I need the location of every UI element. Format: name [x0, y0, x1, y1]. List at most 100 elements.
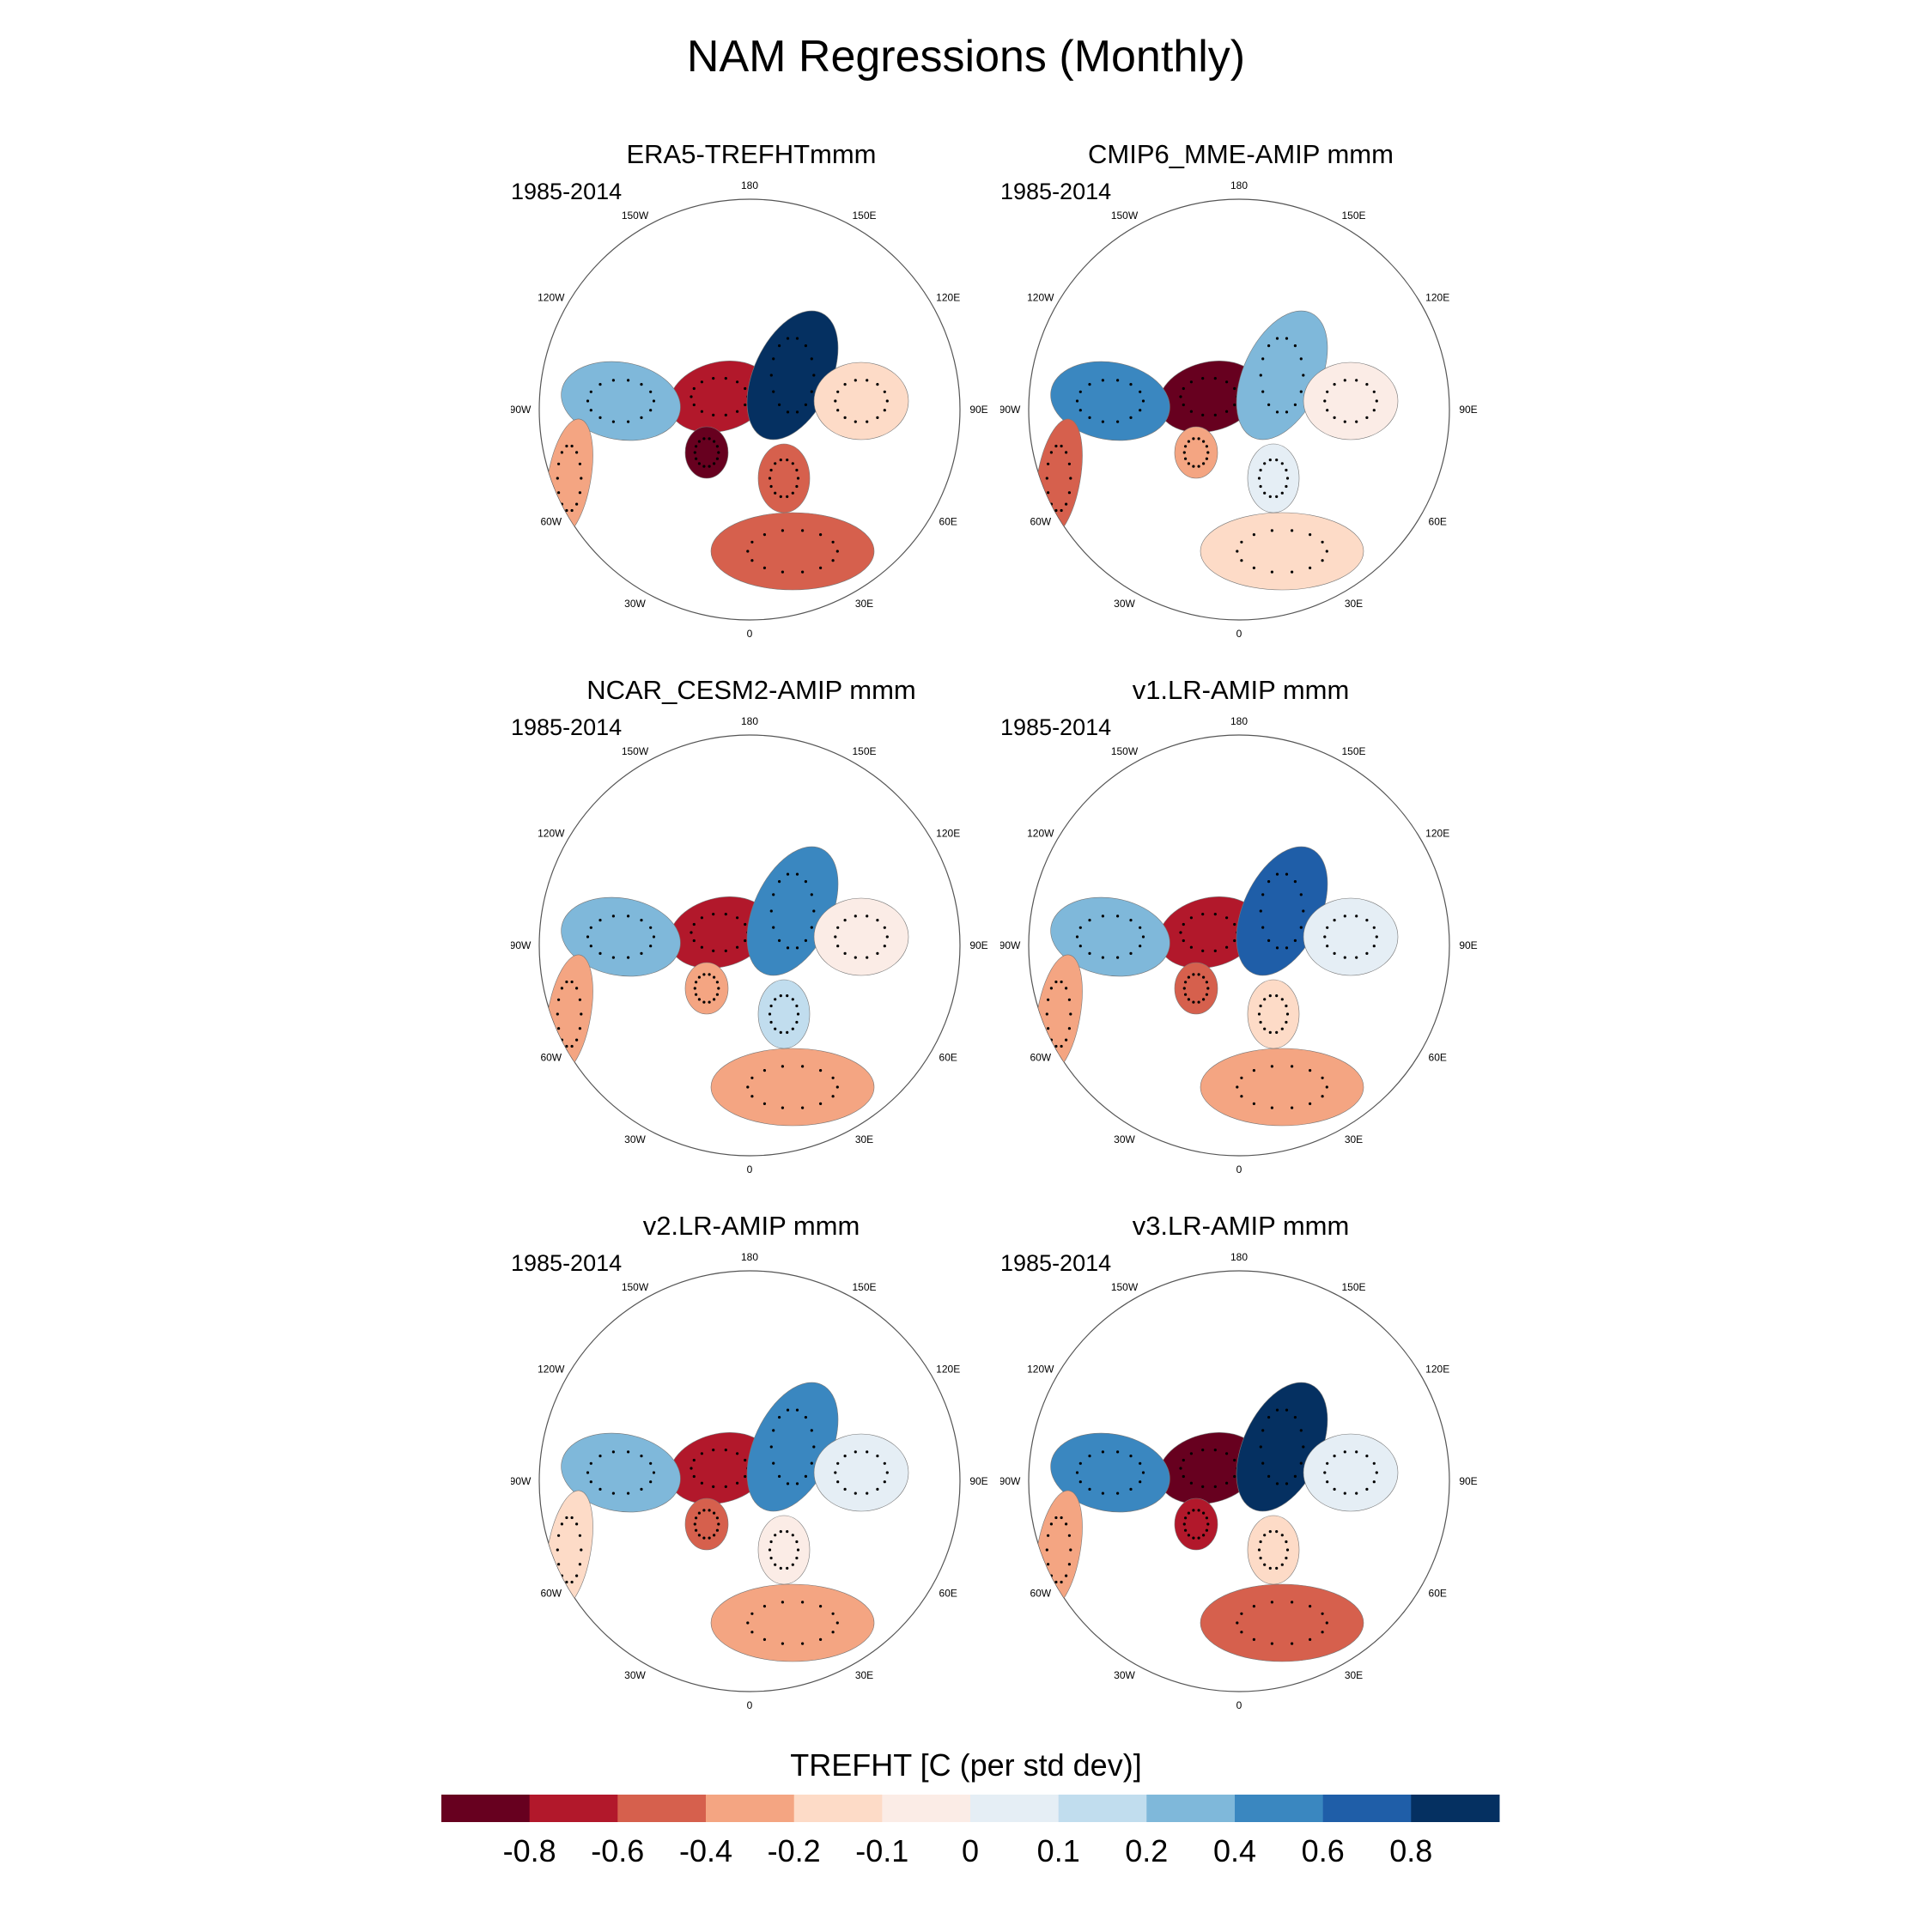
significance-dot [1285, 1540, 1288, 1544]
significance-dot [1189, 410, 1193, 413]
significance-dot [717, 451, 720, 454]
significance-dot [1291, 1106, 1294, 1109]
significance-dot [1285, 1482, 1289, 1485]
colorbar-swatch [617, 1795, 707, 1822]
significance-dot [1139, 390, 1142, 393]
significance-dot [712, 913, 715, 916]
significance-dot [1259, 1540, 1262, 1544]
significance-dot [795, 1020, 799, 1024]
significance-dot [831, 559, 835, 562]
significance-dot [750, 540, 754, 544]
significance-dot [611, 956, 615, 959]
significance-dot [831, 1631, 835, 1634]
significance-dot [781, 1065, 784, 1068]
significance-dot [1275, 495, 1279, 498]
significance-dot [1182, 987, 1186, 990]
significance-dot [1101, 420, 1104, 423]
significance-dot [1060, 980, 1063, 984]
significance-dot [1197, 1509, 1200, 1512]
longitude-label: 120W [538, 828, 565, 840]
significance-dot [627, 914, 630, 918]
significance-dot [746, 1621, 750, 1625]
significance-dot [1141, 935, 1145, 939]
significance-dot [695, 1528, 698, 1532]
polar-map: 180 150E 120E 90E 60E 30E 0 30W 60W 90W 120W 150W [511, 1251, 988, 1711]
significance-dot [700, 380, 703, 384]
significance-dot [779, 495, 782, 498]
significance-dot [1060, 444, 1063, 448]
significance-dot [1184, 1528, 1188, 1532]
significance-dot [1206, 451, 1210, 454]
significance-dot [1233, 939, 1236, 943]
longitude-label: 60E [1429, 516, 1447, 528]
longitude-label: 150E [852, 210, 876, 222]
significance-dot [580, 1548, 583, 1552]
significance-dot [1067, 462, 1071, 465]
anomaly-region [1247, 979, 1300, 1049]
map-panel: v3.LR-AMIP mmm 1985-2014 180 150E 120E 90E 60E… [1000, 1211, 1481, 1726]
significance-dot [1202, 975, 1206, 979]
significance-dot [560, 1522, 563, 1526]
panel-period: 1985-2014 [1000, 1250, 1112, 1276]
significance-dot [819, 1605, 823, 1608]
significance-dot [1309, 566, 1312, 569]
significance-dot [1045, 1548, 1048, 1552]
significance-dot [866, 1492, 869, 1495]
significance-dot [796, 477, 800, 480]
longitude-label: 60W [540, 1052, 562, 1064]
significance-dot [1252, 1605, 1255, 1608]
longitude-label: 0 [1236, 1163, 1242, 1176]
significance-dot [769, 468, 773, 472]
longitude-label: 60W [1030, 1588, 1051, 1600]
significance-dot [695, 445, 698, 448]
significance-dot [724, 377, 727, 380]
longitude-label: 180 [1230, 179, 1248, 191]
significance-dot [1187, 975, 1190, 979]
longitude-label: 30E [1345, 1133, 1363, 1145]
significance-dot [1280, 1534, 1284, 1537]
significance-dot [769, 484, 773, 489]
polar-map: 180 150E 120E 90E 60E 30E 0 30W 60W 90W 120W 150W [1000, 179, 1478, 640]
longitude-label: 150E [1341, 210, 1365, 222]
significance-dot [702, 437, 706, 440]
significance-dot [1372, 926, 1376, 929]
significance-dot [1060, 1580, 1063, 1584]
significance-dot [570, 508, 574, 513]
longitude-label: 150W [622, 1281, 649, 1293]
significance-dot [836, 926, 840, 929]
significance-dot [779, 994, 782, 998]
significance-dot [697, 440, 701, 443]
significance-dot [640, 1487, 643, 1491]
significance-dot [695, 981, 698, 984]
significance-dot [762, 1102, 766, 1105]
significance-dot [1343, 914, 1346, 918]
panel-title: ERA5-TREFHTmmm [626, 139, 877, 169]
significance-dot [1129, 1487, 1133, 1491]
significance-dot [1270, 1601, 1273, 1604]
longitude-label: 120W [1027, 292, 1054, 304]
significance-dot [883, 409, 886, 412]
longitude-label: 60E [1429, 1588, 1447, 1600]
significance-dot [736, 1481, 739, 1485]
significance-dot [1309, 1069, 1312, 1072]
anomaly-region [1303, 361, 1399, 440]
longitude-label: 90E [1459, 939, 1477, 951]
anomaly-region [1050, 1432, 1170, 1513]
significance-dot [1372, 1480, 1376, 1484]
colorbar-swatch [882, 1795, 971, 1822]
significance-dot [1129, 951, 1133, 955]
significance-dot [762, 533, 766, 537]
significance-dot [1045, 477, 1048, 480]
significance-dot [700, 945, 703, 949]
significance-dot [819, 533, 823, 537]
significance-dot [1139, 1480, 1142, 1484]
significance-dot [580, 477, 583, 480]
significance-dot [781, 1601, 784, 1604]
colorbar-tick-label: -0.2 [768, 1833, 821, 1868]
significance-dot [1233, 386, 1236, 391]
anomaly-region [710, 512, 875, 591]
colorbar-tick-label: -0.1 [855, 1833, 908, 1868]
significance-dot [697, 1511, 701, 1515]
significance-dot [1205, 993, 1208, 996]
significance-dot [812, 1445, 816, 1449]
